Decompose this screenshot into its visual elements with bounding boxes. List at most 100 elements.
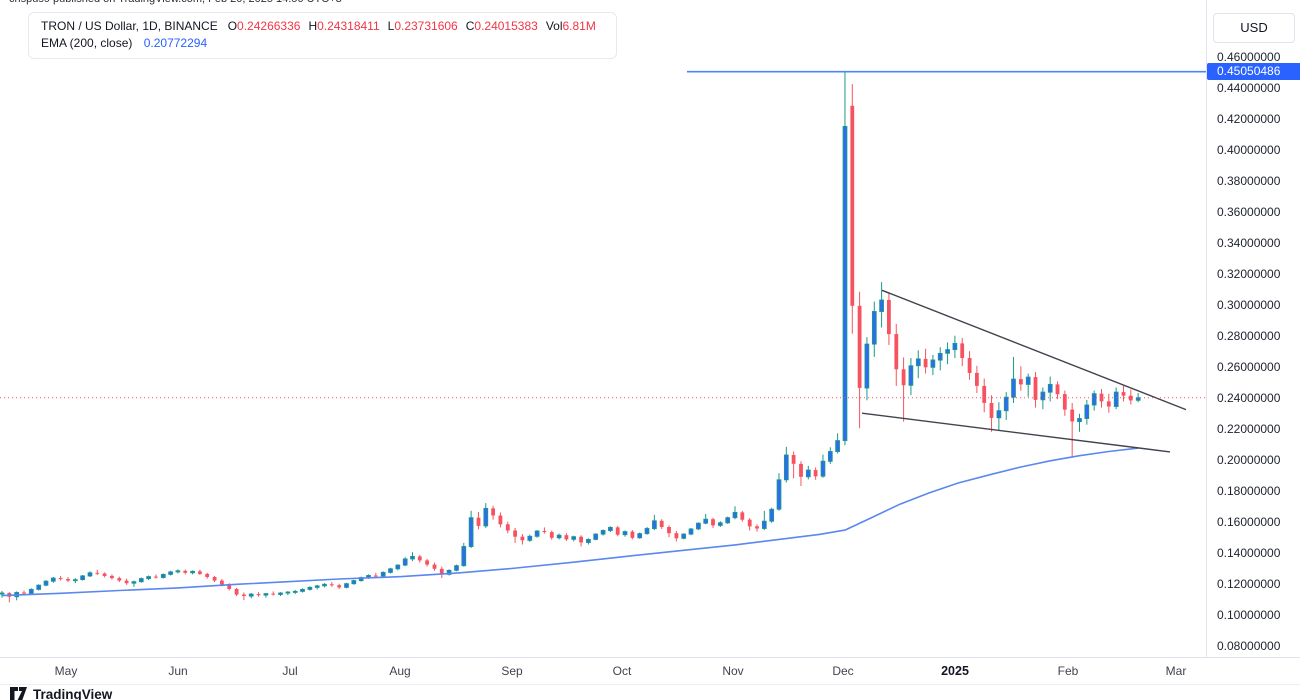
ohlc-item-o: O0.24266336 xyxy=(227,19,301,33)
candle-body xyxy=(1062,394,1067,410)
candle-body xyxy=(0,592,5,595)
candle-body xyxy=(314,585,320,588)
tradingview-logo-text: TradingView xyxy=(33,687,113,700)
ohlc-item-vol: Vol6.81M xyxy=(545,19,596,33)
price-tick-label: 0.40000000 xyxy=(1217,143,1281,157)
price-tick-label: 0.42000000 xyxy=(1217,112,1281,126)
candle-body xyxy=(292,590,298,593)
candle-body xyxy=(622,531,628,536)
candle-body xyxy=(835,440,840,452)
time-axis-label-jun: Jun xyxy=(168,664,188,678)
candle-body xyxy=(915,358,921,367)
legend-panel: TRON / US Dollar, 1D, BINANCE O0.24266336… xyxy=(28,12,617,59)
candle-body xyxy=(43,580,49,586)
candle-body xyxy=(307,586,313,590)
candle-body xyxy=(58,578,63,580)
candle-body xyxy=(212,577,217,581)
candle-body xyxy=(271,593,276,595)
candle-body xyxy=(351,580,357,585)
candle-body xyxy=(432,564,437,569)
candle-body xyxy=(879,299,884,312)
price-axis[interactable]: USD 0.46000000 0.44000000 0.42000000 0.4000… xyxy=(1206,0,1300,657)
time-axis-label-dec: Dec xyxy=(832,664,854,678)
candle-body xyxy=(667,527,671,534)
candle-body xyxy=(630,531,635,538)
time-axis-label-aug: Aug xyxy=(389,664,411,678)
candle-body xyxy=(534,530,540,537)
candle-body xyxy=(66,579,70,581)
indicator-label[interactable]: EMA (200, close) xyxy=(41,36,133,50)
price-tick-label: 0.44000000 xyxy=(1217,81,1281,95)
candle-body xyxy=(446,569,452,575)
candle-body xyxy=(256,594,261,596)
price-tick-label: 0.14000000 xyxy=(1217,546,1281,560)
candle-body xyxy=(901,369,906,386)
candle-body xyxy=(124,580,129,584)
price-tick-label: 0.22000000 xyxy=(1217,422,1281,436)
candle-body xyxy=(674,533,679,539)
price-tick-label: 0.32000000 xyxy=(1217,267,1281,281)
candle-body xyxy=(520,536,525,541)
candle-body xyxy=(1055,384,1060,395)
candle-body xyxy=(1113,391,1119,407)
candle-body xyxy=(644,528,650,535)
candle-body xyxy=(1128,395,1133,401)
candlestick-chart-canvas[interactable] xyxy=(0,0,1206,657)
price-tick-label: 0.34000000 xyxy=(1217,236,1281,250)
candle-body xyxy=(659,520,664,527)
legend-symbol-row: TRON / US Dollar, 1D, BINANCE O0.24266336… xyxy=(41,18,604,35)
candle-body xyxy=(483,507,489,527)
candle-body xyxy=(117,578,122,581)
candle-body xyxy=(476,517,481,526)
candle-body xyxy=(1003,396,1009,412)
candle-body xyxy=(960,343,965,358)
ohlc-item-h: H0.24318411 xyxy=(308,19,380,33)
candle-body xyxy=(755,526,759,529)
candle-body xyxy=(175,570,181,573)
legend-indicator-row: EMA (200, close) 0.20772294 xyxy=(41,35,604,52)
time-axis-label-nov: Nov xyxy=(722,664,744,678)
price-tick-label: 0.18000000 xyxy=(1217,484,1281,498)
candle-body xyxy=(761,520,767,529)
candle-body xyxy=(72,579,78,582)
price-tick-label: 0.16000000 xyxy=(1217,515,1281,529)
candle-body xyxy=(154,576,158,578)
candle-body xyxy=(600,530,606,535)
currency-toggle-button[interactable]: USD xyxy=(1213,13,1295,43)
candle-body xyxy=(982,385,987,403)
candle-body xyxy=(857,305,862,388)
candle-body xyxy=(285,591,291,594)
candle-body xyxy=(454,565,459,571)
candle-body xyxy=(805,469,811,478)
candle-body xyxy=(425,560,429,565)
tradingview-logo[interactable]: TradingView xyxy=(10,687,112,700)
candle-body xyxy=(242,594,246,596)
candle-body xyxy=(717,522,723,526)
indicator-value: 0.20772294 xyxy=(143,36,208,50)
candle-body xyxy=(395,564,401,570)
candle-body xyxy=(937,352,943,361)
candle-body xyxy=(80,575,85,581)
symbol-title[interactable]: TRON / US Dollar, 1D, BINANCE xyxy=(41,19,218,33)
candle-body xyxy=(505,524,510,531)
candle-body xyxy=(95,572,100,574)
candle-body xyxy=(1077,418,1082,423)
candle-body xyxy=(322,583,327,587)
candle-body xyxy=(813,470,818,477)
time-axis-label-sep: Sep xyxy=(501,664,523,678)
ohlc-item-c: C0.24015383 xyxy=(465,19,538,33)
candle-body xyxy=(36,584,42,590)
candle-body xyxy=(1040,391,1046,401)
price-tick-label: 0.12000000 xyxy=(1217,577,1281,591)
candle-body xyxy=(380,571,386,577)
candle-body xyxy=(330,584,334,586)
candle-body xyxy=(725,517,731,524)
candle-body xyxy=(571,536,577,540)
candle-body xyxy=(168,571,173,575)
time-axis[interactable]: May Jun Jul Aug Sep Oct Nov Dec 2025 Feb Mar xyxy=(0,657,1300,685)
candle-body xyxy=(894,334,899,370)
candle-body xyxy=(967,358,972,373)
trendline-lower xyxy=(861,412,1171,453)
candle-body xyxy=(234,589,239,595)
time-axis-label-oct: Oct xyxy=(612,664,632,678)
